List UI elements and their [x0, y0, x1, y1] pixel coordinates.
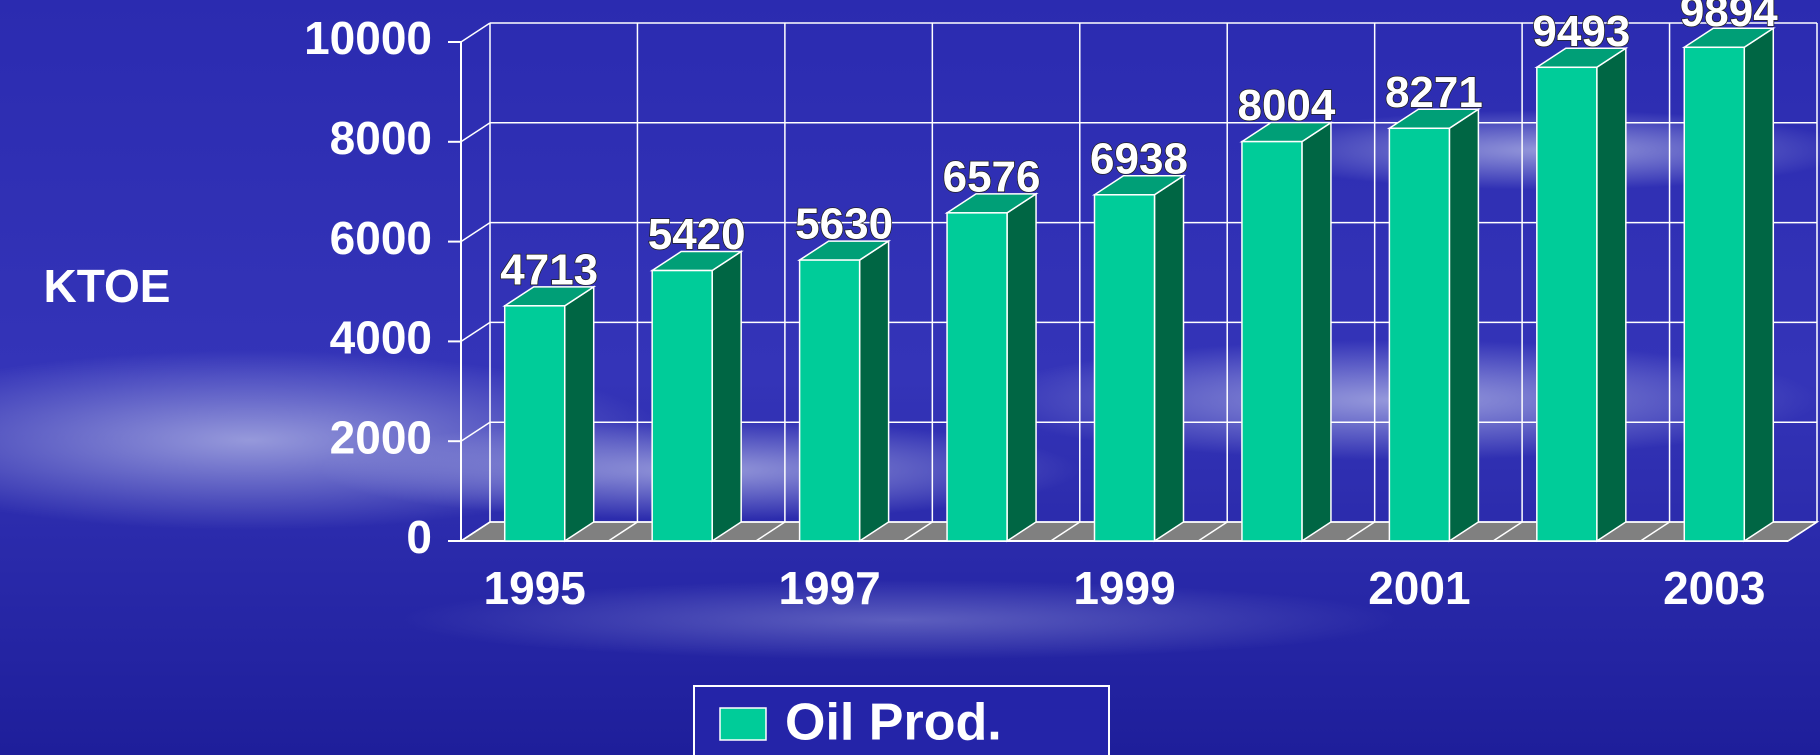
- x-tick-label: 1997: [778, 562, 880, 614]
- grid-line: [460, 22, 491, 43]
- value-label: 5420: [648, 210, 746, 259]
- floor-line: [1197, 521, 1228, 542]
- value-label: 4713: [500, 245, 598, 294]
- floor-line: [1640, 521, 1670, 542]
- bar: [1388, 127, 1451, 542]
- bar: [798, 259, 861, 542]
- bar: [1093, 194, 1156, 542]
- bar-side: [1743, 26, 1775, 543]
- bar: [1536, 66, 1598, 542]
- bar: [651, 269, 713, 542]
- y-tick-label: 8000: [330, 112, 432, 164]
- bar-side: [1153, 174, 1185, 543]
- bar-side: [1596, 46, 1627, 543]
- y-axis-label: KTOE: [44, 260, 171, 312]
- floor-line: [1492, 521, 1523, 542]
- x-tick-label: 1999: [1073, 562, 1175, 614]
- value-label: 9493: [1532, 7, 1630, 56]
- bar: [1683, 46, 1746, 542]
- cloud: [400, 580, 1400, 660]
- bar-side: [1448, 107, 1480, 543]
- value-label: 6576: [943, 152, 1041, 201]
- grid-line: [460, 122, 491, 143]
- value-label: 8004: [1237, 81, 1335, 130]
- x-tick-label: 2001: [1368, 562, 1470, 614]
- value-label: 5630: [795, 200, 893, 249]
- x-tick-label: 2003: [1663, 562, 1765, 614]
- floor-line: [902, 521, 933, 542]
- floor-line: [755, 521, 786, 542]
- grid-line: [460, 521, 491, 542]
- y-tick-label: 4000: [330, 312, 432, 364]
- x-tick-label: 1995: [484, 562, 586, 614]
- value-label: 9894: [1680, 0, 1778, 36]
- floor-line: [1345, 521, 1376, 542]
- y-tick-label: 10000: [304, 12, 432, 64]
- floor-line: [1050, 521, 1081, 542]
- grid-line: [460, 221, 491, 243]
- legend-label: Oil Prod.: [785, 694, 1002, 752]
- bar-side: [1301, 121, 1332, 543]
- y-tick-label: 6000: [330, 212, 432, 264]
- bar: [1241, 140, 1303, 542]
- floor-line: [608, 521, 638, 542]
- bar-side: [563, 285, 595, 543]
- value-label: 8271: [1385, 68, 1483, 117]
- bar-side: [711, 250, 742, 543]
- value-label: 6938: [1090, 134, 1188, 183]
- bar: [946, 212, 1008, 542]
- y-tick-label: 0: [406, 511, 432, 563]
- legend-swatch: [719, 707, 767, 741]
- floor-line: [1787, 521, 1818, 542]
- bar-side: [858, 239, 890, 543]
- bar: [503, 305, 566, 542]
- bar-side: [1006, 192, 1037, 543]
- y-tick-label: 2000: [330, 411, 432, 463]
- grid-line: [460, 321, 491, 343]
- grid-line: [460, 421, 491, 442]
